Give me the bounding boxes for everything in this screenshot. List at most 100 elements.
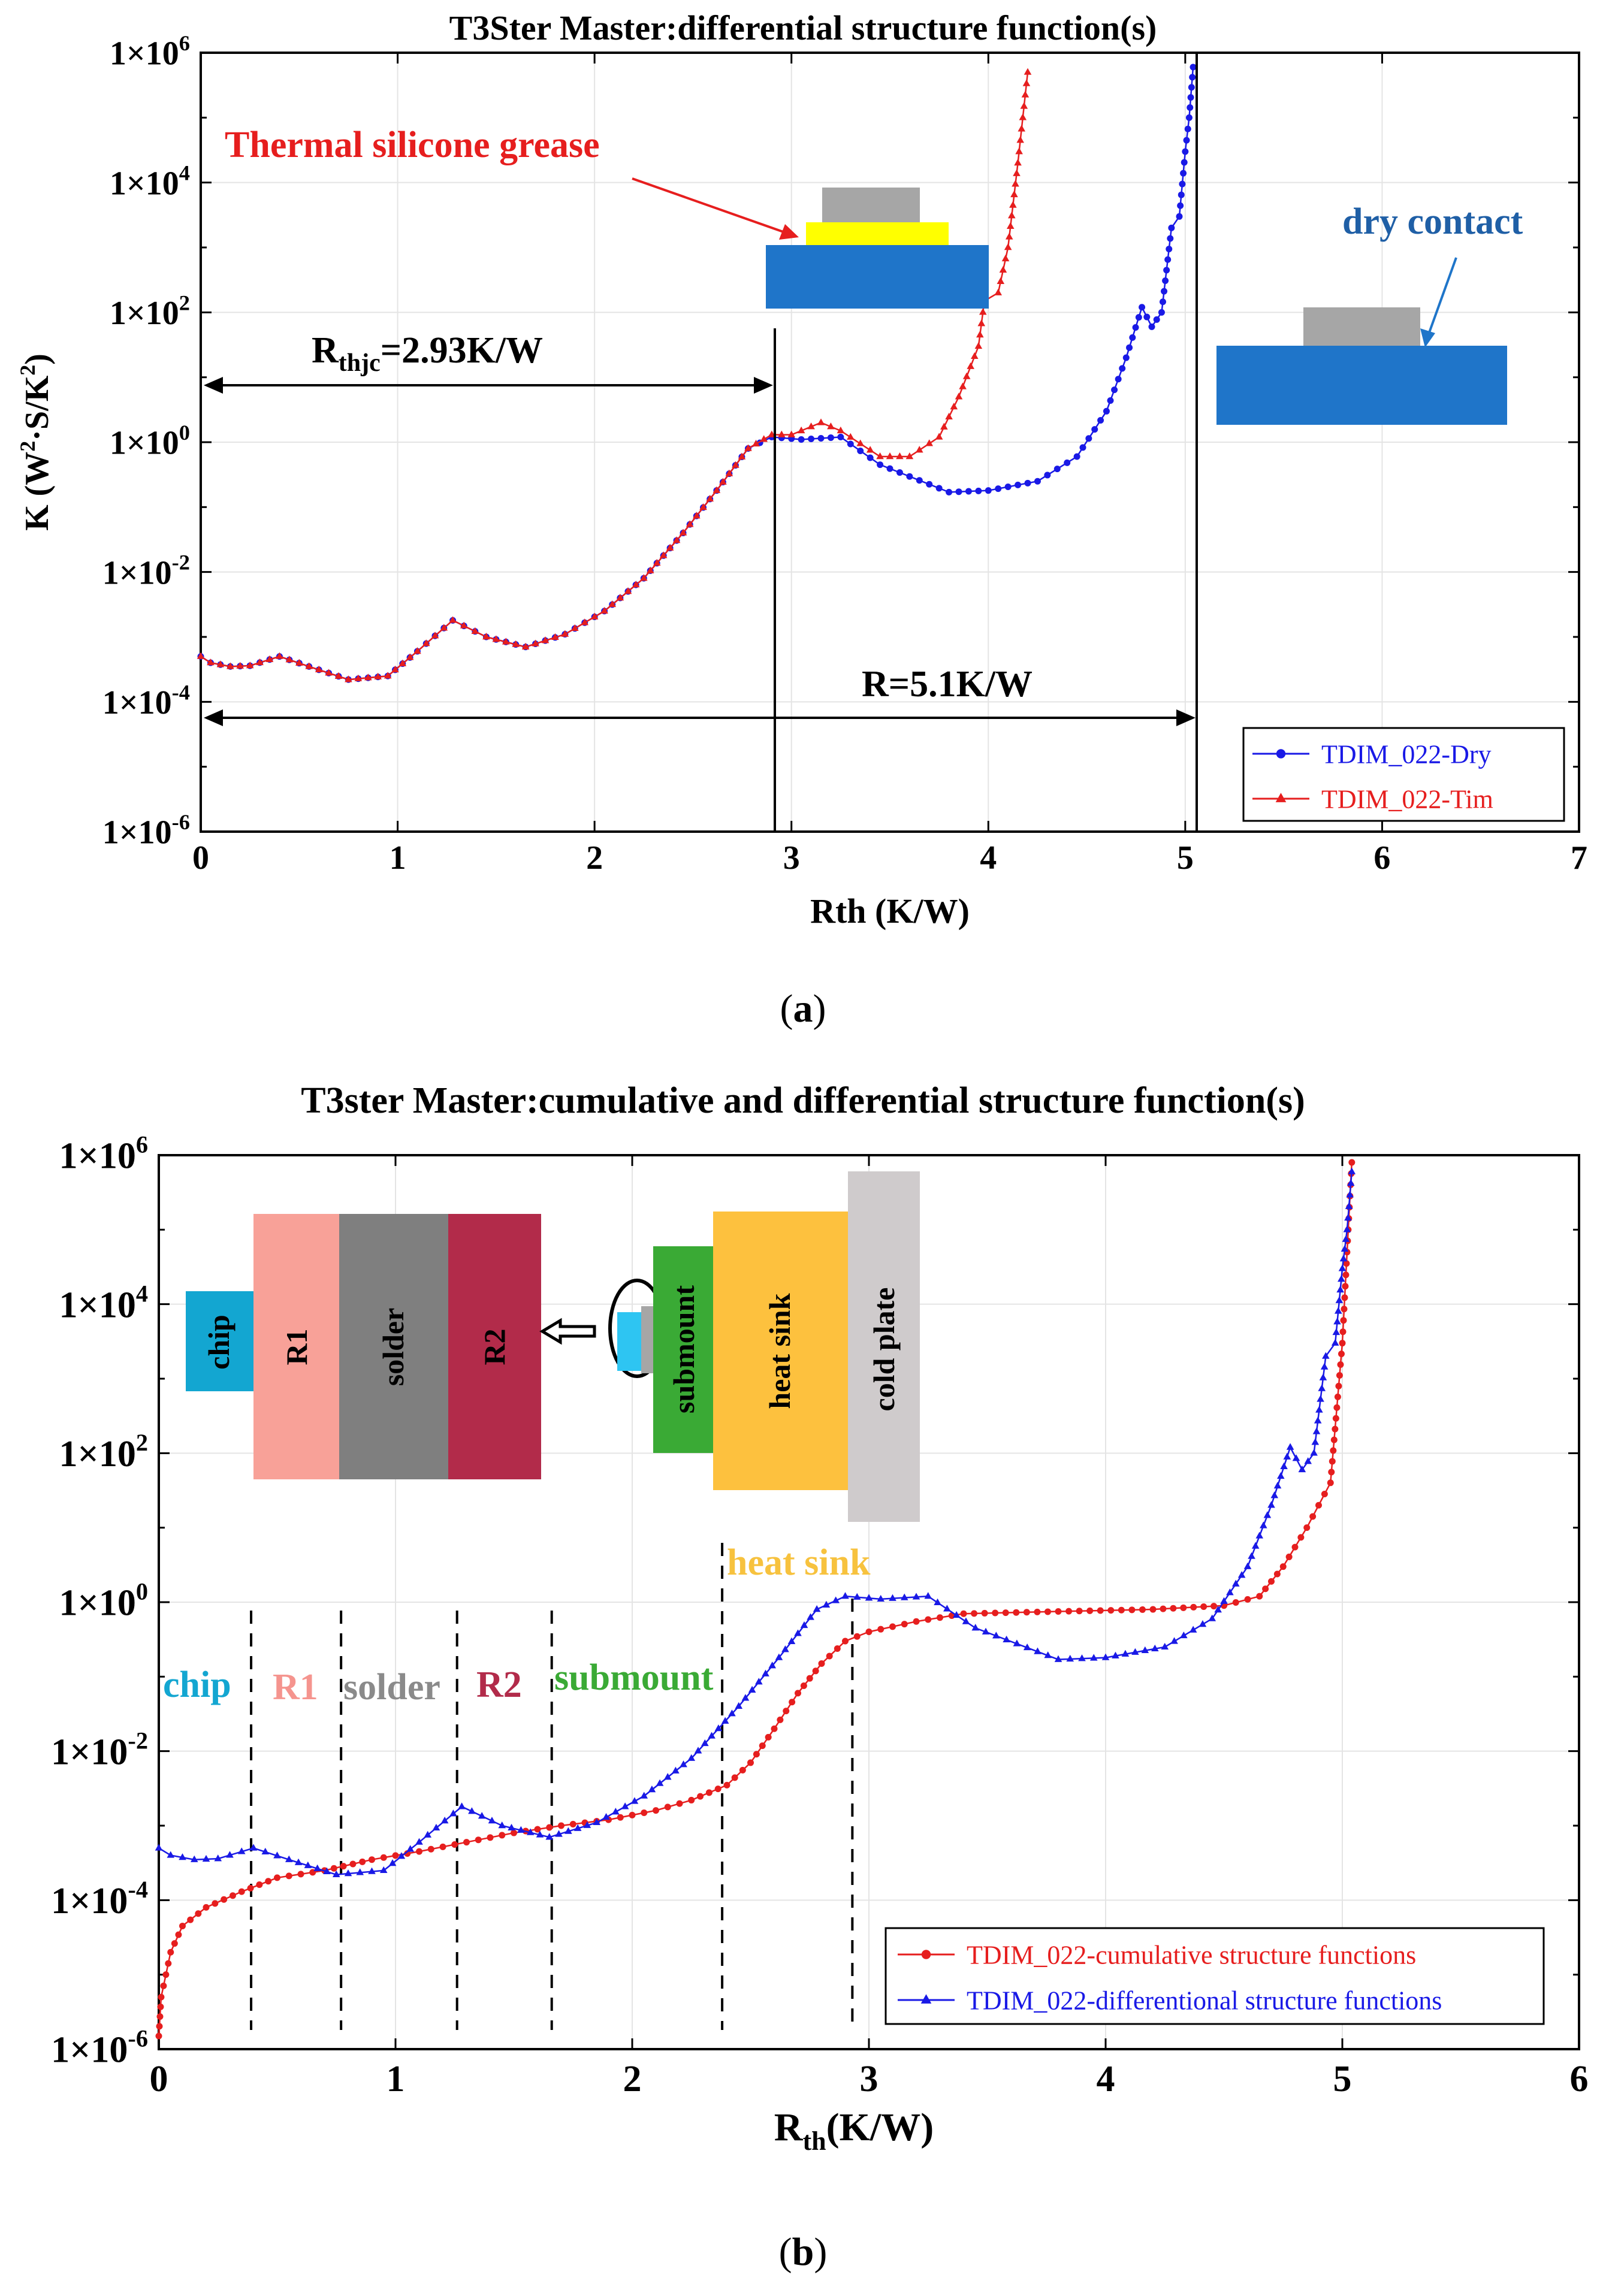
data-point: [294, 1858, 303, 1865]
data-point: [1089, 1654, 1098, 1661]
data-point: [1163, 267, 1170, 274]
data-point: [1339, 1255, 1348, 1262]
panel-b-layer-zoom-diagram: chip R1 solder R2: [186, 1214, 541, 1479]
data-point: [775, 1653, 783, 1660]
data-point: [1214, 1606, 1222, 1613]
data-point: [1008, 212, 1016, 219]
data-point: [640, 1792, 648, 1799]
data-point: [706, 494, 714, 502]
data-point: [1078, 1654, 1086, 1661]
x-tick-label: 1: [387, 2059, 405, 2099]
data-point: [997, 277, 1005, 284]
data-point: [1185, 114, 1193, 121]
data-point: [1279, 1563, 1287, 1570]
data-point: [1044, 1651, 1052, 1658]
data-point: [798, 436, 805, 443]
data-point: [1064, 459, 1071, 466]
x-tick-label: 6: [1570, 2059, 1589, 2099]
data-point: [1180, 1631, 1188, 1639]
data-point: [207, 658, 215, 666]
data-point: [813, 1605, 821, 1612]
data-point: [648, 1786, 656, 1793]
data-point: [738, 452, 746, 460]
data-point: [896, 452, 904, 460]
panel-b-x-tick-labels: 0 1 2 3 4 5 6: [150, 2059, 1589, 2099]
data-point: [458, 1802, 466, 1809]
data-point: [1023, 1643, 1031, 1651]
data-point: [920, 1994, 932, 2004]
data-point: [1237, 1571, 1246, 1578]
panel-a-dry-arrowhead: [1420, 328, 1435, 348]
data-point: [924, 1592, 932, 1599]
data-point: [265, 655, 274, 662]
data-point: [197, 652, 205, 659]
data-point: [731, 1774, 738, 1781]
data-point: [492, 635, 500, 642]
data-point: [380, 1854, 387, 1861]
data-point: [157, 2003, 164, 2010]
data-point: [977, 319, 986, 327]
layer-r2-label: R2: [478, 1328, 511, 1365]
data-point: [865, 1628, 873, 1635]
data-point: [1341, 1294, 1348, 1301]
data-point: [834, 1645, 841, 1652]
panel-a-dry-arrow: [1428, 257, 1457, 333]
y-tick-label: 1×100: [110, 421, 190, 462]
data-point: [229, 1892, 236, 1899]
data-point: [866, 446, 874, 453]
stack-cold-plate-label: cold plate: [867, 1288, 901, 1412]
data-point: [1162, 277, 1169, 284]
panel-a-legend: TDIM_022-Dry TDIM_022-Tim: [1242, 727, 1565, 822]
data-point: [853, 1633, 861, 1640]
data-point: [1181, 159, 1188, 166]
data-point: [900, 1593, 908, 1600]
x-tick-label: 3: [783, 839, 800, 877]
data-point: [768, 1661, 777, 1669]
data-point: [463, 1839, 470, 1846]
data-point: [762, 1669, 769, 1676]
panel-a-total-r-label: R=5.1K/W: [862, 664, 1033, 705]
data-point: [1346, 1191, 1354, 1198]
data-point: [226, 1851, 234, 1858]
x-tick-label: 5: [1333, 2059, 1352, 2099]
panel-a-total-r-arrow: [204, 709, 1196, 726]
data-point: [992, 1609, 999, 1617]
data-point: [624, 587, 632, 594]
data-point: [334, 672, 343, 679]
data-point: [1260, 1521, 1267, 1528]
panel-a-grease-label: Thermal silicone grease: [225, 125, 600, 165]
data-point: [952, 1611, 961, 1618]
panel-a-grease-chip-block: [822, 188, 920, 222]
data-point: [212, 1900, 219, 1907]
data-point: [1139, 1606, 1146, 1613]
data-point: [1160, 1605, 1167, 1612]
data-point: [925, 1616, 932, 1623]
data-point: [1339, 1340, 1346, 1347]
data-point: [1248, 1552, 1255, 1559]
data-point: [1177, 202, 1184, 209]
data-point: [1112, 1651, 1119, 1658]
data-point: [1021, 90, 1030, 98]
data-point: [1044, 1608, 1051, 1615]
layer-r1-label: R1: [280, 1328, 313, 1365]
data-point: [517, 1826, 525, 1833]
data-point: [777, 430, 786, 437]
data-point: [867, 454, 874, 461]
data-point: [1183, 137, 1190, 144]
data-point: [687, 1754, 696, 1761]
data-point: [499, 1832, 506, 1839]
panel-a-grease-arrowhead: [779, 224, 799, 240]
data-point: [440, 624, 448, 631]
data-point: [1107, 397, 1114, 404]
data-point: [1066, 1654, 1074, 1662]
data-point: [632, 581, 640, 588]
data-point: [1277, 1472, 1285, 1479]
panel-b: T3ster Master:cumulative and differentia…: [51, 1080, 1588, 2274]
data-point: [765, 1733, 772, 1741]
data-point: [1329, 1458, 1336, 1465]
data-point: [502, 638, 510, 645]
data-point: [1273, 1481, 1282, 1489]
data-point: [826, 1652, 833, 1660]
data-point: [511, 1829, 517, 1836]
